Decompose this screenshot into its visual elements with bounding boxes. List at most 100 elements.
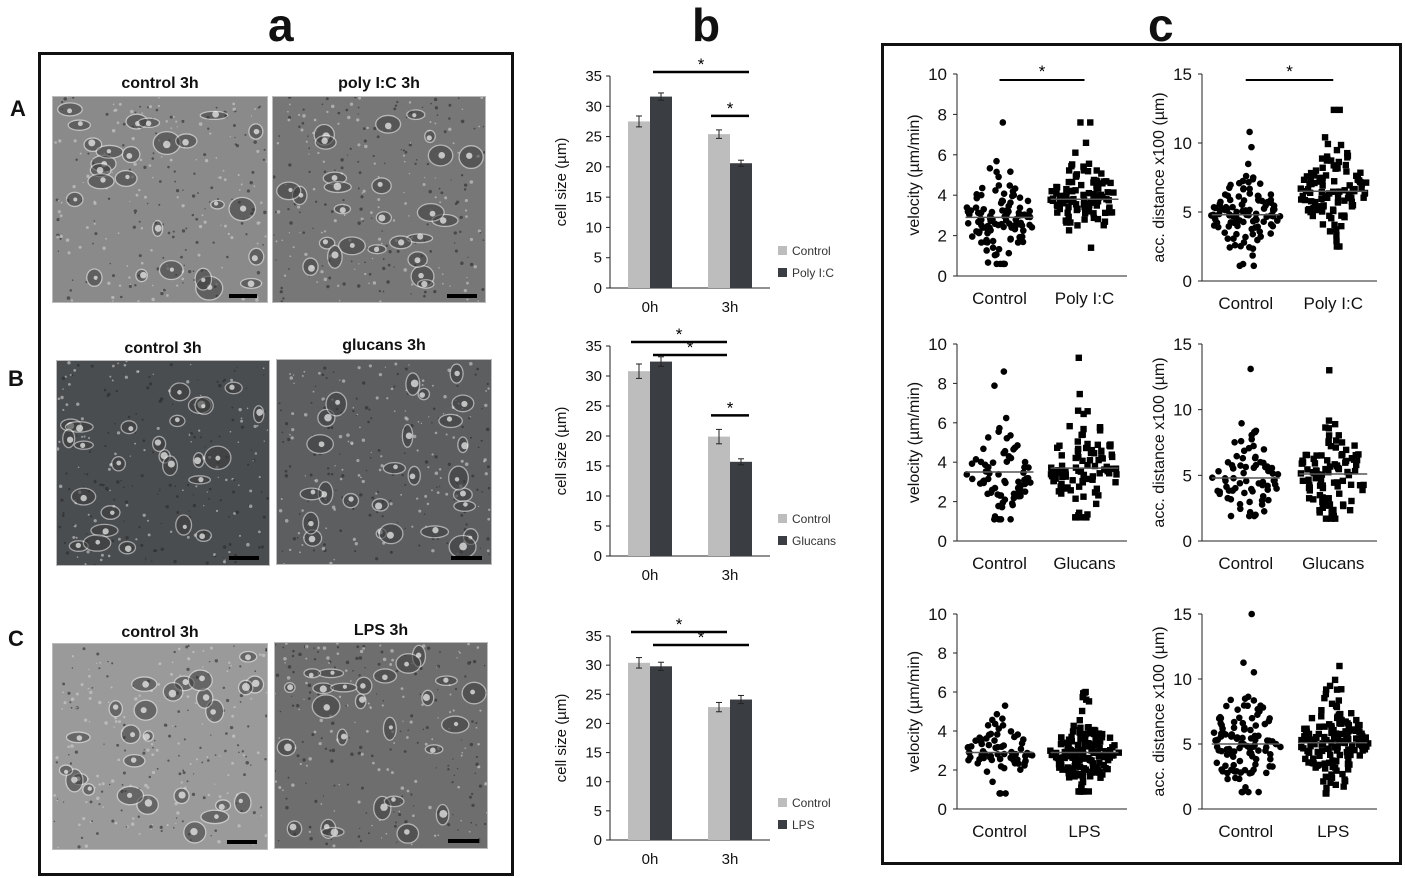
data-point (1264, 482, 1271, 490)
data-point (1047, 747, 1054, 754)
data-point (1016, 204, 1024, 212)
x-tick-label: Poly I:C (1055, 289, 1115, 308)
x-tick-label: Control (1218, 554, 1273, 573)
data-point (1089, 473, 1097, 480)
data-point (1230, 235, 1237, 242)
data-point (1091, 190, 1098, 198)
data-point (1099, 193, 1106, 201)
data-point (1333, 757, 1340, 765)
data-point (1300, 176, 1308, 184)
data-point (983, 247, 990, 254)
data-point (1094, 731, 1102, 738)
data-point (1338, 730, 1345, 738)
micrograph-lps (274, 642, 488, 849)
data-point (1213, 759, 1221, 767)
y-tick-label: 0 (1183, 272, 1192, 291)
data-point (1351, 467, 1359, 475)
data-point (1334, 733, 1342, 740)
data-point (1101, 209, 1109, 217)
data-point (1321, 760, 1328, 767)
data-point (1081, 209, 1089, 217)
data-point (1089, 765, 1097, 773)
y-tick-label: 6 (938, 146, 947, 165)
data-point (1021, 752, 1029, 760)
x-tick-label: 3h (722, 851, 739, 868)
data-point (1335, 432, 1342, 439)
data-point (1058, 452, 1065, 459)
data-point (1340, 783, 1347, 790)
data-point (1058, 484, 1065, 492)
data-point (1304, 466, 1311, 473)
data-point (1098, 170, 1105, 177)
data-point (993, 710, 1001, 718)
data-point (1244, 702, 1251, 710)
data-point (1322, 773, 1330, 781)
data-point (1307, 169, 1315, 177)
data-point (1067, 219, 1074, 226)
y-tick-label: 2 (938, 227, 947, 246)
data-point (1074, 741, 1082, 749)
data-point (1328, 729, 1335, 737)
y-tick-label: 5 (1183, 466, 1192, 485)
data-point (1256, 228, 1264, 235)
data-point (1059, 473, 1066, 480)
significance-star: * (676, 615, 683, 634)
data-point (1332, 444, 1339, 451)
data-point (1359, 486, 1366, 494)
data-point (1021, 759, 1029, 767)
scatter-frame (881, 43, 1402, 865)
data-point (1326, 190, 1333, 197)
data-point (1065, 742, 1072, 749)
data-point (1277, 743, 1284, 751)
y-tick-label: 35 (585, 68, 602, 85)
data-point (1095, 752, 1103, 760)
data-point (1249, 230, 1257, 238)
data-point (1338, 439, 1346, 446)
data-point (1323, 790, 1330, 797)
data-point (1267, 230, 1275, 237)
data-point (1267, 191, 1275, 198)
data-point (1087, 773, 1094, 780)
y-tick-label: 4 (938, 453, 947, 472)
y-tick-label: 5 (1183, 203, 1192, 222)
data-point (1310, 496, 1317, 503)
data-point (1227, 219, 1234, 226)
data-point (1099, 455, 1106, 462)
scale-bar (229, 294, 257, 298)
data-point (1357, 169, 1364, 176)
data-point (1342, 457, 1350, 465)
data-point (1363, 743, 1370, 750)
data-point (1237, 769, 1245, 776)
data-point (1325, 495, 1332, 502)
legend-label: Control (792, 512, 831, 526)
data-point (1025, 464, 1032, 471)
data-point (1082, 444, 1090, 452)
data-point (1230, 718, 1238, 726)
data-point (1247, 769, 1255, 777)
data-point (1076, 757, 1083, 764)
image-title-control-c: control 3h (121, 624, 199, 641)
data-point (1321, 134, 1329, 141)
data-point (1233, 452, 1241, 460)
data-point (1023, 475, 1030, 482)
data-point (1210, 729, 1218, 736)
data-point (1257, 702, 1264, 709)
y-tick-label: 6 (938, 414, 947, 433)
data-point (1322, 172, 1330, 179)
data-point (1303, 733, 1310, 740)
data-point (1075, 354, 1082, 361)
data-point (1315, 761, 1322, 769)
data-point (1014, 239, 1022, 246)
data-point (1069, 728, 1077, 735)
data-point (1001, 496, 1009, 504)
legend-label: Poly I:C (792, 266, 834, 280)
x-tick-label: LPS (1068, 822, 1100, 841)
data-point (973, 191, 981, 199)
data-point (1298, 743, 1305, 751)
data-point (1094, 739, 1102, 747)
data-point (987, 752, 995, 760)
data-point (1323, 153, 1331, 160)
data-point (1236, 479, 1244, 487)
data-point (1087, 730, 1094, 737)
